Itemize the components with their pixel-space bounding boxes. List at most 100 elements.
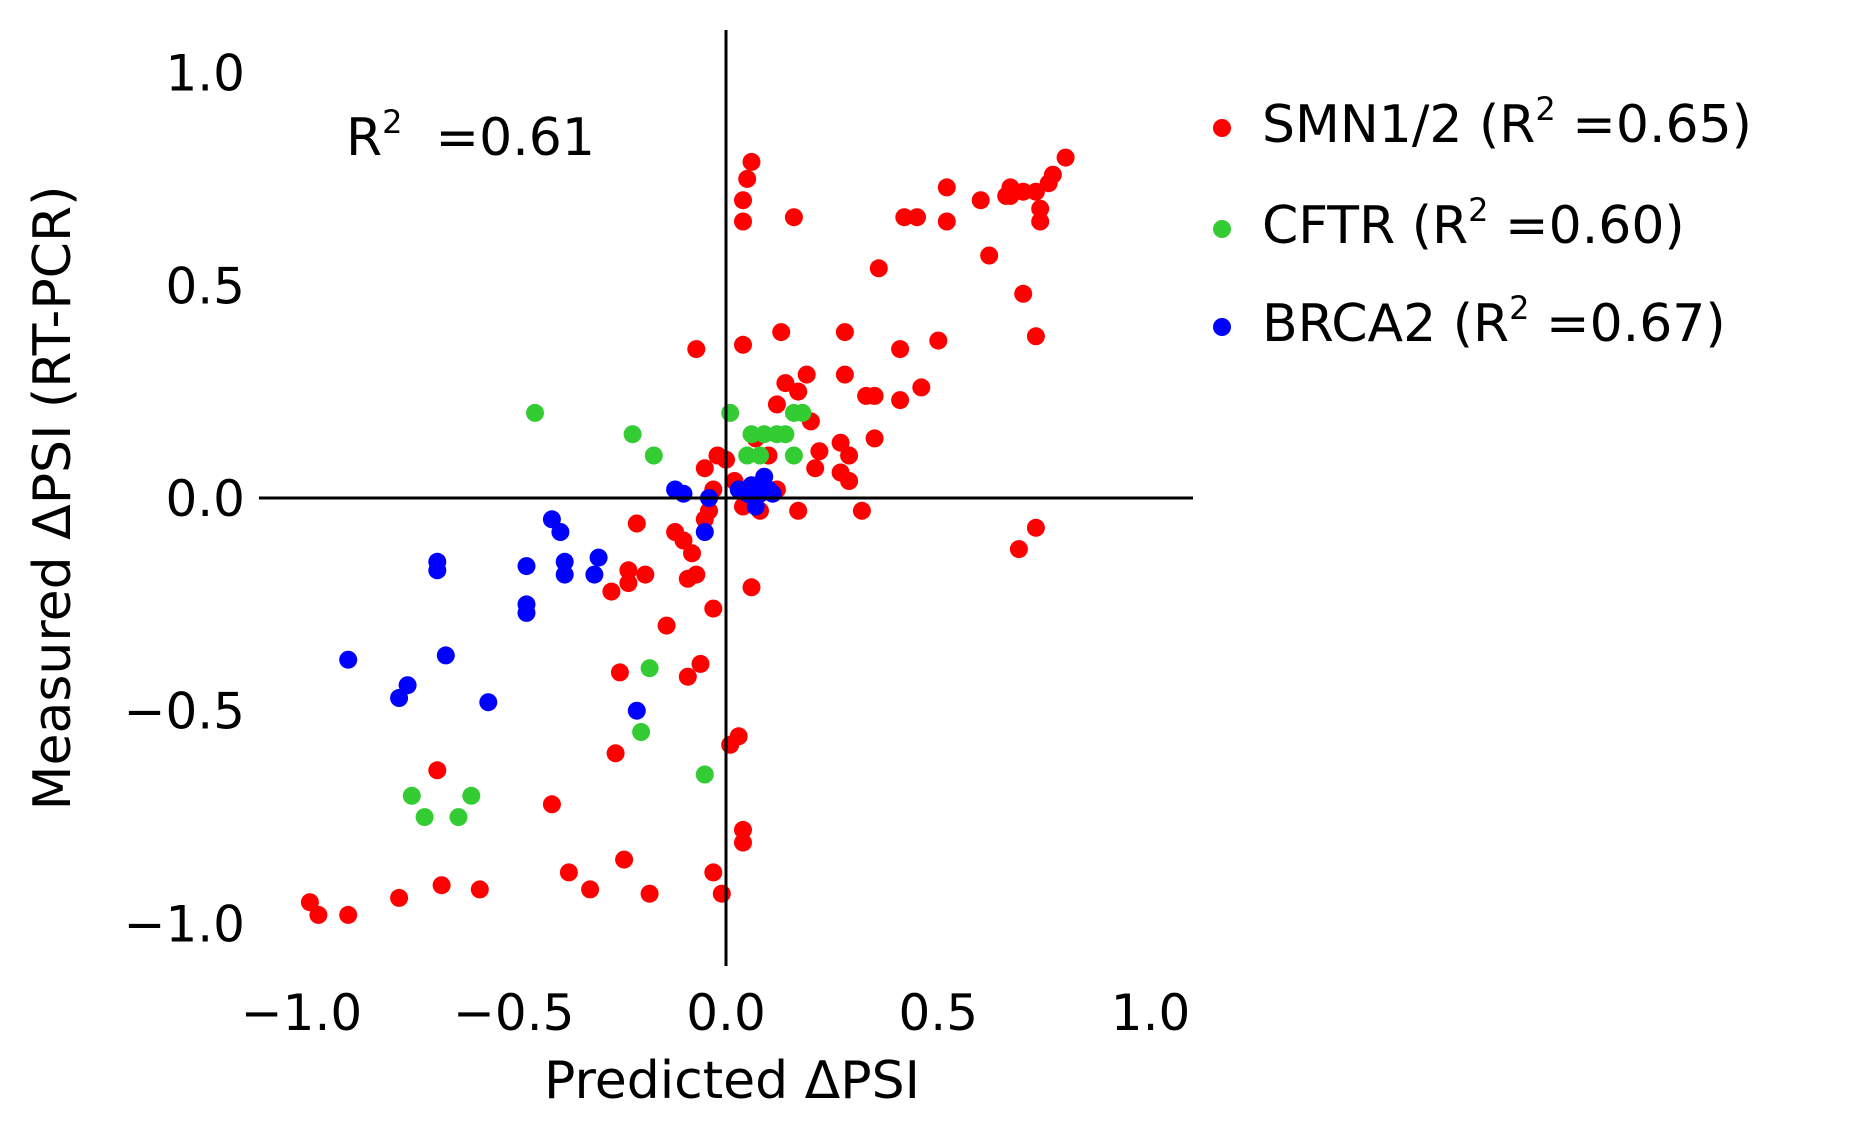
data-point <box>683 544 701 563</box>
data-point <box>619 574 638 593</box>
data-point <box>428 761 447 780</box>
legend-label-sup: 2 <box>1468 191 1488 229</box>
data-point <box>695 765 714 784</box>
data-point <box>339 905 358 924</box>
data-point <box>678 667 697 686</box>
data-point <box>763 484 782 503</box>
data-point <box>517 603 536 622</box>
data-point <box>891 340 910 359</box>
data-point <box>704 599 723 618</box>
data-point <box>742 152 761 171</box>
data-point <box>793 403 812 422</box>
data-point <box>784 208 803 227</box>
data-point <box>908 208 926 227</box>
series-cftr <box>402 403 812 827</box>
data-point <box>971 191 990 210</box>
data-point <box>776 374 795 393</box>
data-point <box>390 689 409 707</box>
data-point <box>589 548 608 567</box>
data-point <box>462 786 481 805</box>
data-point <box>751 446 769 465</box>
data-point <box>742 425 761 444</box>
data-point <box>810 442 829 461</box>
data-point <box>1014 284 1033 303</box>
legend: SMN1/2 (R2 =0.65) CFTR (R2 =0.60) BRCA2 … <box>1213 90 1752 354</box>
x-tick-label: −1.0 <box>241 984 362 1042</box>
x-tick-label: 0.0 <box>686 984 766 1042</box>
data-point <box>640 659 659 678</box>
data-point <box>657 616 676 635</box>
data-point <box>602 582 621 601</box>
legend-label-smn12: SMN1/2 (R2 =0.65) <box>1262 90 1752 155</box>
data-point <box>835 365 854 384</box>
data-point <box>644 446 663 465</box>
data-point <box>784 446 803 465</box>
data-point <box>449 808 468 827</box>
data-point <box>627 701 646 720</box>
data-point <box>555 552 574 571</box>
data-point <box>398 676 417 695</box>
data-point <box>619 561 638 580</box>
x-axis-title: Predicted ΔPSI <box>544 1051 920 1111</box>
data-point <box>627 514 646 533</box>
data-point <box>789 382 808 401</box>
data-point <box>551 523 570 541</box>
data-point <box>929 331 948 350</box>
data-point <box>479 693 498 712</box>
data-point <box>526 403 544 422</box>
data-point <box>891 391 910 410</box>
data-point <box>640 884 659 903</box>
tick-labels: −1.0 −0.5 0.0 0.5 1.0 −1.0 −0.5 0.0 0.5 1.0 <box>124 45 1191 1042</box>
data-point <box>555 565 574 584</box>
data-point <box>738 169 757 188</box>
data-point <box>339 650 358 669</box>
data-point <box>402 786 421 805</box>
data-point <box>895 208 914 227</box>
data-point <box>704 863 723 882</box>
data-point <box>742 476 761 495</box>
x-tick-label: 1.0 <box>1111 984 1191 1042</box>
data-point <box>415 808 434 827</box>
x-tick-label: 0.5 <box>899 984 979 1042</box>
y-tick-label: −1.0 <box>124 895 245 953</box>
legend-label-rest: =0.67) <box>1530 294 1726 354</box>
axes <box>259 30 1193 966</box>
x-tick-label: −0.5 <box>453 984 574 1042</box>
data-point <box>797 365 816 384</box>
data-point <box>390 888 409 907</box>
data-point <box>542 510 561 529</box>
legend-label-rest: =0.65) <box>1556 95 1752 155</box>
data-point <box>585 565 604 584</box>
data-point <box>835 323 854 342</box>
data-point <box>581 880 600 899</box>
data-point <box>738 446 757 465</box>
data-point <box>1009 540 1028 559</box>
series-smn12 <box>300 148 1075 924</box>
data-point <box>300 893 319 912</box>
data-point <box>687 340 706 359</box>
data-point <box>615 850 634 869</box>
data-point <box>632 723 651 741</box>
legend-label-sup: 2 <box>1535 90 1555 128</box>
data-point <box>432 876 451 895</box>
y-tick-label: 0.0 <box>165 470 245 528</box>
legend-marker-cftr <box>1213 220 1231 238</box>
legend-label-sup: 2 <box>1509 289 1529 327</box>
data-point <box>542 795 561 814</box>
data-point <box>691 654 710 673</box>
data-point <box>1026 327 1045 346</box>
data-point <box>734 335 752 354</box>
legend-label-brca2: BRCA2 (R2 =0.67) <box>1262 289 1726 354</box>
data-point <box>695 459 714 478</box>
data-point <box>869 259 888 278</box>
data-point <box>852 501 871 520</box>
data-point <box>980 246 999 265</box>
data-point <box>937 178 956 197</box>
data-point <box>937 212 956 231</box>
data-point <box>309 905 328 924</box>
data-point <box>623 425 642 444</box>
data-point <box>755 425 774 444</box>
data-point <box>636 565 655 584</box>
data-point <box>687 565 706 584</box>
